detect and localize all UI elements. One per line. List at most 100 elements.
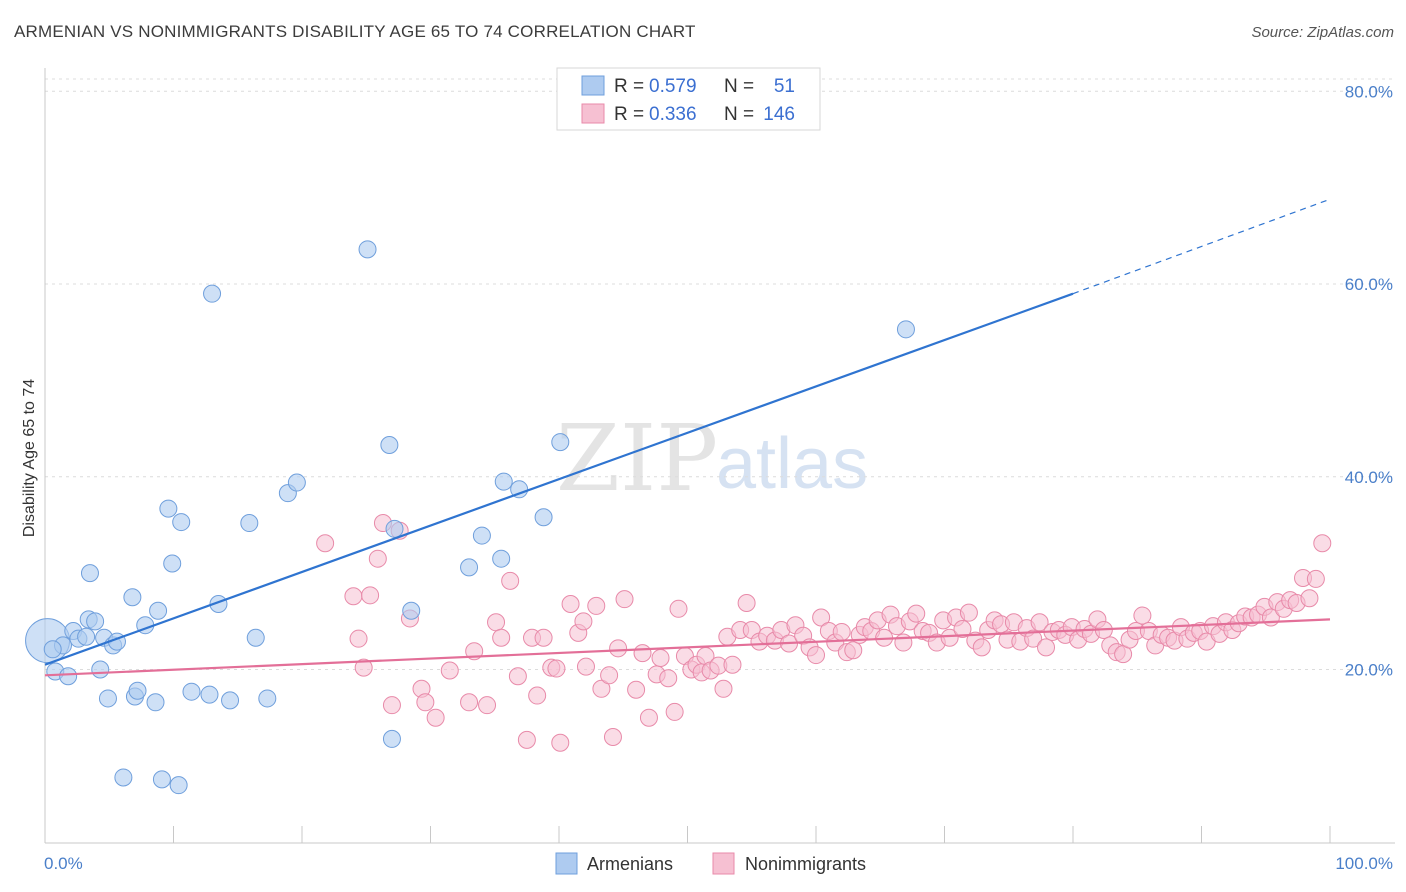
armenians-point [200, 685, 219, 704]
legend-n-label-armenians: N = [724, 76, 754, 97]
x-tick-label-max: 100.0% [1335, 854, 1393, 873]
legend-n-label-nonimmigrants: N = [724, 104, 754, 125]
armenians-point [91, 660, 110, 679]
armenians-point [146, 693, 165, 712]
armenians-point [163, 554, 182, 573]
bottom-legend-armenians: Armenians [587, 854, 673, 874]
nonimmigrants-trend-line [44, 618, 1331, 677]
armenians-trend-line [44, 292, 1074, 666]
nonimmigrants-point [426, 708, 445, 727]
armenians-point [380, 435, 399, 454]
nonimmigrants-point [460, 693, 479, 712]
legend-r-label-nonimmigrants: R = [614, 104, 644, 125]
nonimmigrants-point [1313, 534, 1332, 553]
armenians-point [172, 513, 191, 532]
armenians-point [494, 472, 513, 491]
y-tick-labels: 20.0% 40.0% 60.0% 80.0% [1345, 82, 1393, 679]
legend-r-value-nonimmigrants: 0.336 [649, 104, 697, 125]
armenians-point [358, 240, 377, 259]
nonimmigrants-point [1306, 569, 1325, 588]
nonimmigrants-point [953, 620, 972, 639]
nonimmigrants-point [615, 590, 634, 609]
nonimmigrants-point [665, 702, 684, 721]
legend-n-value-nonimmigrants: 146 [763, 104, 795, 125]
nonimmigrants-point [1030, 613, 1049, 632]
nonimmigrants-point [940, 628, 959, 647]
nonimmigrants-point [959, 603, 978, 622]
chart-title: ARMENIAN VS NONIMMIGRANTS DISABILITY AGE… [14, 22, 696, 41]
armenians-point [169, 776, 188, 795]
nonimmigrants-point [574, 612, 593, 631]
nonimmigrants-point [592, 679, 611, 698]
armenians-point [382, 729, 401, 748]
nonimmigrants-point [633, 644, 652, 663]
nonimmigrants-point [487, 613, 506, 632]
y-tick-label: 60.0% [1345, 275, 1393, 294]
nonimmigrants-point [440, 661, 459, 680]
armenians-point [402, 601, 421, 620]
bottom-legend-nonimmigrants: Nonimmigrants [745, 854, 866, 874]
legend: R = 0.579 N = 51 R = 0.336 N = 146 [556, 67, 821, 131]
axes [44, 68, 1395, 844]
legend-n-value-armenians: 51 [774, 76, 795, 97]
nonimmigrants-point [344, 587, 363, 606]
nonimmigrants-point [382, 696, 401, 715]
trend-lines [44, 198, 1331, 677]
nonimmigrants-point [551, 733, 570, 752]
armenians-point [385, 519, 404, 538]
legend-r-value-armenians: 0.579 [649, 76, 697, 97]
armenians-point [203, 284, 222, 303]
nonimmigrants-point [659, 669, 678, 688]
armenians-point [492, 549, 511, 568]
bottom-legend-swatch-armenians [555, 852, 578, 875]
legend-swatch-nonimmigrants [581, 103, 605, 124]
legend-swatch-armenians [581, 75, 605, 96]
nonimmigrants-point [972, 638, 991, 657]
nonimmigrants-points [316, 514, 1332, 752]
y-tick-label: 80.0% [1345, 82, 1393, 101]
armenians-point [98, 689, 117, 708]
armenians-point [43, 640, 62, 659]
armenians-point [551, 433, 570, 452]
nonimmigrants-point [627, 680, 646, 699]
nonimmigrants-point [603, 727, 622, 746]
nonimmigrants-point [669, 599, 688, 618]
armenians-point [221, 691, 240, 710]
armenians-point [159, 499, 178, 518]
nonimmigrants-point [600, 666, 619, 685]
y-axis-title: Disability Age 65 to 74 [21, 379, 38, 537]
y-tick-label: 20.0% [1345, 661, 1393, 680]
nonimmigrants-point [1133, 606, 1152, 625]
watermark-zip: ZIP [556, 405, 718, 512]
nonimmigrants-point [1024, 629, 1043, 648]
nonimmigrants-point [576, 657, 595, 676]
armenians-point [510, 480, 529, 499]
nonimmigrants-point [609, 639, 628, 658]
y-tick-label: 40.0% [1345, 468, 1393, 487]
nonimmigrants-point [714, 679, 733, 698]
armenians-point [460, 558, 479, 577]
armenians-point [114, 768, 133, 787]
nonimmigrants-point [1037, 638, 1056, 657]
nonimmigrants-point [528, 686, 547, 705]
armenians-point [287, 473, 306, 492]
armenians-point [123, 588, 142, 607]
nonimmigrants-point [354, 658, 373, 677]
nonimmigrants-point [723, 655, 742, 674]
armenians-point [59, 667, 78, 686]
armenians-point [182, 682, 201, 701]
nonimmigrants-point [737, 594, 756, 613]
nonimmigrants-point [349, 629, 368, 648]
source-label: Source: ZipAtlas.com [1251, 24, 1394, 41]
bottom-legend-swatch-nonimmigrants [712, 852, 735, 875]
grid [45, 78, 1395, 671]
armenians-point [128, 681, 147, 700]
nonimmigrants-point [844, 641, 863, 660]
armenians-point [472, 526, 491, 545]
watermark: ZIP atlas [556, 405, 868, 512]
nonimmigrants-point [1300, 589, 1319, 608]
nonimmigrants-point [907, 604, 926, 623]
nonimmigrants-point [534, 628, 553, 647]
nonimmigrants-point [492, 628, 511, 647]
nonimmigrants-point [651, 648, 670, 667]
